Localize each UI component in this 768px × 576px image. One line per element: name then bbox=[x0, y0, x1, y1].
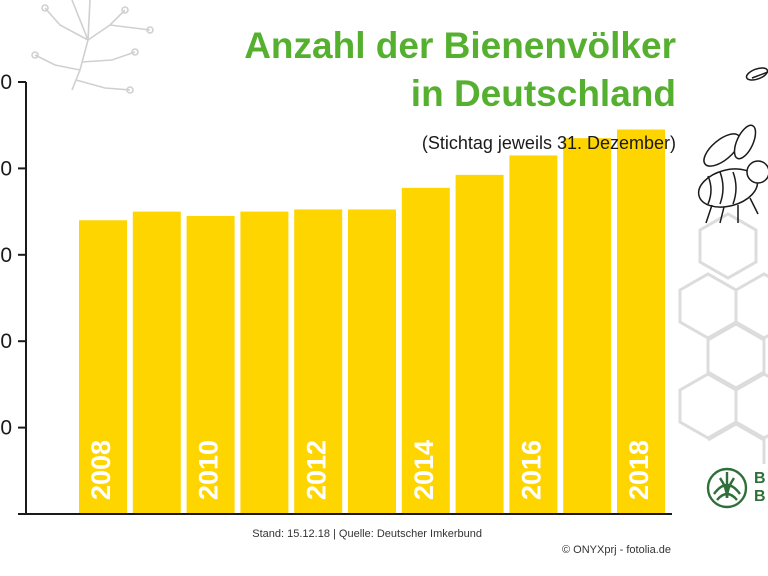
source-note: Stand: 15.12.18 | Quelle: Deutscher Imke… bbox=[252, 528, 482, 540]
plant-sketch-icon bbox=[31, 0, 154, 94]
y-tick-label: 0 bbox=[0, 244, 12, 267]
honeycomb-pattern-icon bbox=[678, 212, 768, 464]
bar-label-2010: 2010 bbox=[194, 440, 224, 500]
copyright-note: © ONYXprj - fotolia.de bbox=[562, 544, 671, 556]
y-tick-label: 0 bbox=[0, 71, 12, 94]
bar-label-2014: 2014 bbox=[409, 440, 439, 500]
bar-label-2018: 2018 bbox=[624, 440, 654, 500]
bar-label-2012: 2012 bbox=[301, 440, 331, 500]
y-tick-label: 0 bbox=[0, 417, 12, 440]
bar-label-2016: 2016 bbox=[517, 440, 547, 500]
ministry-logo-icon bbox=[706, 467, 748, 509]
bar-2013 bbox=[348, 209, 396, 513]
bar-2009 bbox=[132, 211, 181, 513]
y-tick-label: 0 bbox=[0, 330, 12, 353]
bar-2015 bbox=[455, 174, 504, 513]
y-tick-label: 0 bbox=[0, 157, 12, 180]
chart-title-line1: Anzahl der Bienenvölker bbox=[244, 25, 676, 66]
bar-2014 bbox=[401, 187, 450, 513]
chart-subtitle: (Stichtag jeweils 31. Dezember) bbox=[421, 133, 676, 153]
logo-letter-top: B bbox=[754, 470, 766, 487]
bar-2010 bbox=[186, 215, 235, 514]
chart-title-line2: in Deutschland bbox=[410, 73, 676, 114]
bar-label-2008: 2008 bbox=[86, 440, 116, 500]
bar-2016 bbox=[509, 155, 558, 513]
bar-2017 bbox=[563, 138, 612, 513]
bar-2008 bbox=[79, 220, 127, 514]
bar-2012 bbox=[294, 209, 343, 513]
chart-title: Anzahl der Bienenvölker in Deutschland bbox=[244, 22, 676, 118]
bar-2011 bbox=[240, 211, 289, 513]
bee-icon bbox=[697, 67, 768, 224]
logo-letter-bottom: B bbox=[754, 488, 766, 505]
bar-2018 bbox=[617, 129, 665, 513]
